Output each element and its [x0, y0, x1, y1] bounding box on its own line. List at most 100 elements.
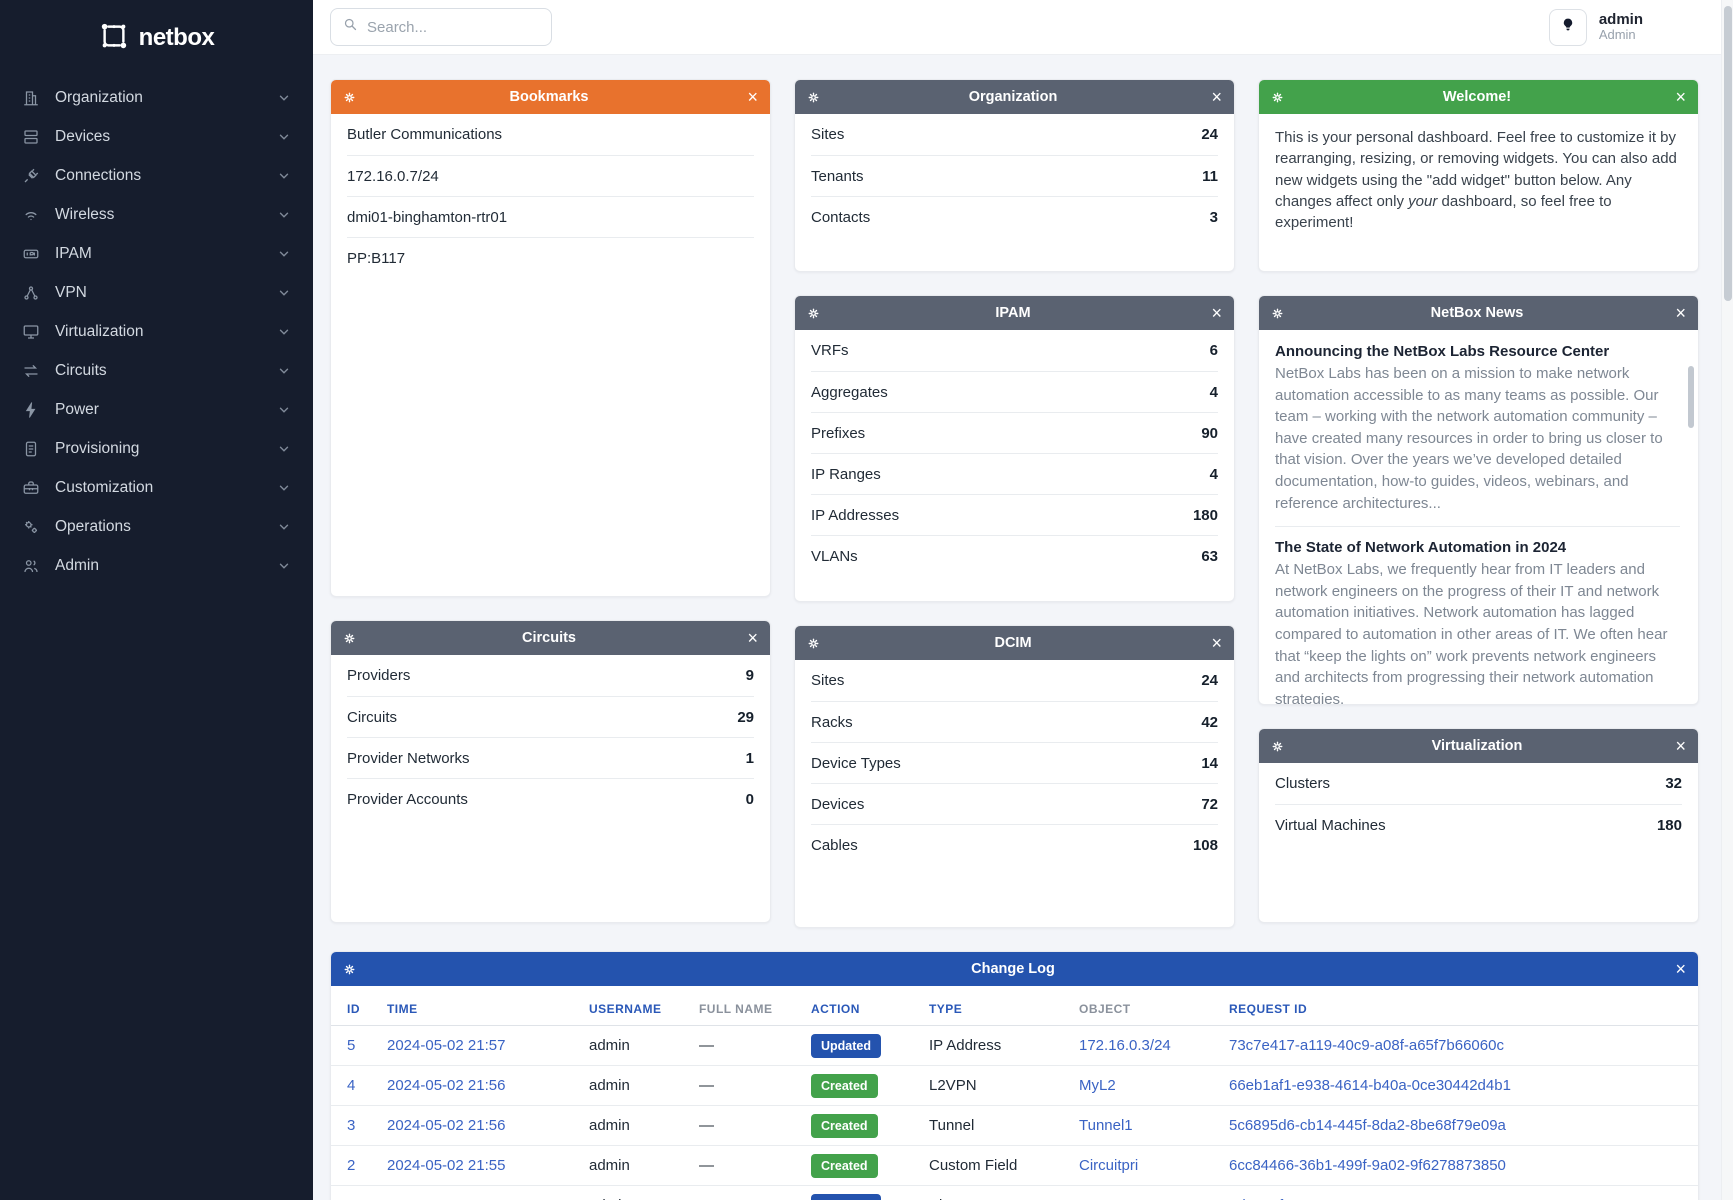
change-time-link[interactable]: 2024-05-02 21:56	[387, 1117, 506, 1134]
change-object-link[interactable]: 172.16.0.3/24	[1079, 1037, 1171, 1054]
netbox-logo[interactable]: netbox	[0, 12, 313, 64]
change-object-link[interactable]: Circuitpri	[1079, 1157, 1139, 1174]
stat-count[interactable]: 4	[1209, 383, 1218, 401]
sidebar-item-customization[interactable]: Customization	[0, 468, 313, 507]
sidebar-item-circuits[interactable]: Circuits	[0, 351, 313, 390]
stat-count[interactable]: 32	[1665, 775, 1682, 792]
sidebar-item-devices[interactable]: Devices	[0, 117, 313, 156]
user-menu[interactable]: admin Admin	[1599, 11, 1643, 43]
gear-icon[interactable]	[343, 963, 356, 976]
close-icon[interactable]: ×	[1675, 736, 1686, 756]
change-id-link[interactable]: 2	[347, 1157, 356, 1174]
stat-count[interactable]: 1	[745, 749, 754, 767]
news-scrollbar[interactable]	[1688, 366, 1694, 428]
change-object-link[interactable]: MyL2	[1079, 1077, 1116, 1094]
gear-icon[interactable]	[807, 307, 820, 320]
gear-icon[interactable]	[807, 637, 820, 650]
close-icon[interactable]: ×	[1211, 87, 1222, 107]
news-article-title[interactable]: The State of Network Automation in 2024	[1275, 539, 1567, 557]
close-icon[interactable]: ×	[1675, 87, 1686, 107]
sidebar-item-connections[interactable]: Connections	[0, 156, 313, 195]
stat-count[interactable]: 180	[1192, 506, 1218, 524]
search-box[interactable]	[330, 8, 552, 46]
change-request-id-link[interactable]: 73c7e417-a119-40c9-a08f-a65f7b66060c	[1229, 1037, 1504, 1054]
sidebar-item-virtualization[interactable]: Virtualization	[0, 312, 313, 351]
news-article-title[interactable]: Announcing the NetBox Labs Resource Cent…	[1275, 343, 1610, 360]
close-icon[interactable]: ×	[747, 87, 758, 107]
stat-row: Prefixes 90	[811, 412, 1218, 453]
close-icon[interactable]: ×	[747, 628, 758, 648]
widget-news: NetBox News × Announcing the NetBox Labs…	[1258, 295, 1699, 705]
sidebar-item-operations[interactable]: Operations	[0, 507, 313, 546]
sidebar-item-provisioning[interactable]: Provisioning	[0, 429, 313, 468]
stat-count[interactable]: 63	[1201, 547, 1218, 565]
gear-icon[interactable]	[343, 91, 356, 104]
column-header-action[interactable]: ACTION	[801, 986, 919, 1026]
change-object-link[interactable]: DM-Nas	[1079, 1197, 1134, 1200]
sidebar-item-wireless[interactable]: Wireless	[0, 195, 313, 234]
stat-row: Racks 42	[811, 701, 1218, 742]
stat-count[interactable]: 24	[1201, 672, 1218, 689]
stat-count[interactable]: 4	[1209, 465, 1218, 483]
close-icon[interactable]: ×	[1211, 633, 1222, 653]
search-input[interactable]	[367, 18, 539, 36]
column-header-type[interactable]: TYPE	[919, 986, 1069, 1026]
page-scrollbar-thumb[interactable]	[1724, 6, 1732, 301]
page-scrollbar[interactable]	[1721, 0, 1733, 1200]
change-id-link[interactable]: 3	[347, 1117, 356, 1134]
change-time-link[interactable]: 2024-05-02 21:54	[387, 1197, 505, 1200]
stat-row: Clusters 32	[1275, 775, 1682, 792]
bookmark-item[interactable]: Butler Communications	[347, 126, 503, 143]
close-icon[interactable]: ×	[1211, 303, 1222, 323]
stat-count[interactable]: 6	[1209, 342, 1218, 359]
column-header-time[interactable]: TIME	[377, 986, 579, 1026]
change-time-link[interactable]: 2024-05-02 21:57	[387, 1037, 506, 1054]
theme-toggle-button[interactable]	[1548, 8, 1587, 46]
stat-count[interactable]: 0	[745, 790, 754, 808]
change-request-id-link[interactable]: 6cc84466-36b1-499f-9a02-9f6278873850	[1229, 1157, 1506, 1174]
bookmark-item[interactable]: dmi01-binghamton-rtr01	[347, 196, 754, 237]
stat-row: Provider Accounts 0	[347, 778, 754, 819]
gear-icon[interactable]	[807, 91, 820, 104]
stat-count[interactable]: 90	[1201, 424, 1218, 442]
sidebar-item-organization[interactable]: Organization	[0, 78, 313, 117]
change-request-id-link[interactable]: 7d3520f0-7050-	[1229, 1197, 1335, 1200]
stat-count[interactable]: 3	[1209, 208, 1218, 226]
stat-count[interactable]: 29	[737, 708, 754, 726]
stat-count[interactable]: 9	[745, 667, 754, 684]
column-header-request-id[interactable]: REQUEST ID	[1219, 986, 1698, 1026]
change-request-id-link[interactable]: 66eb1af1-e938-4614-b40a-0ce30442d4b1	[1229, 1077, 1511, 1094]
stat-count[interactable]: 180	[1656, 816, 1682, 834]
change-time-link[interactable]: 2024-05-02 21:56	[387, 1077, 506, 1094]
sidebar-item-ipam[interactable]: IPAM	[0, 234, 313, 273]
close-icon[interactable]: ×	[1675, 303, 1686, 323]
gear-icon[interactable]	[1271, 307, 1284, 320]
change-time-link[interactable]: 2024-05-02 21:55	[387, 1157, 506, 1174]
column-header-id[interactable]: ID	[331, 986, 377, 1026]
stat-count[interactable]: 72	[1201, 795, 1218, 813]
stat-count[interactable]: 42	[1201, 713, 1218, 731]
sidebar-item-admin[interactable]: Admin	[0, 546, 313, 585]
stat-count[interactable]: 11	[1202, 167, 1218, 185]
close-icon[interactable]: ×	[1675, 959, 1686, 979]
sidebar-item-vpn[interactable]: VPN	[0, 273, 313, 312]
change-object-link[interactable]: Tunnel1	[1079, 1117, 1133, 1134]
column-header-username[interactable]: USERNAME	[579, 986, 689, 1026]
gear-icon[interactable]	[1271, 740, 1284, 753]
search-icon	[343, 17, 358, 37]
gear-icon[interactable]	[1271, 91, 1284, 104]
gears-icon	[21, 517, 41, 537]
change-id-link[interactable]: 4	[347, 1077, 356, 1094]
stat-count[interactable]: 24	[1201, 126, 1218, 143]
bookmark-item[interactable]: 172.16.0.7/24	[347, 155, 754, 196]
gear-icon[interactable]	[343, 632, 356, 645]
change-id-link[interactable]: 5	[347, 1037, 356, 1054]
change-request-id-link[interactable]: 5c6895d6-cb14-445f-8da2-8be68f79e09a	[1229, 1117, 1506, 1134]
stat-count[interactable]: 14	[1201, 754, 1218, 772]
news-article: The State of Network Automation in 2024 …	[1275, 539, 1680, 704]
stat-count[interactable]: 108	[1192, 836, 1218, 854]
sidebar-item-power[interactable]: Power	[0, 390, 313, 429]
bookmark-item[interactable]: PP:B117	[347, 237, 754, 278]
widget-virtualization-header: Virtualization ×	[1259, 729, 1698, 763]
change-id-link[interactable]: 1	[347, 1197, 355, 1200]
